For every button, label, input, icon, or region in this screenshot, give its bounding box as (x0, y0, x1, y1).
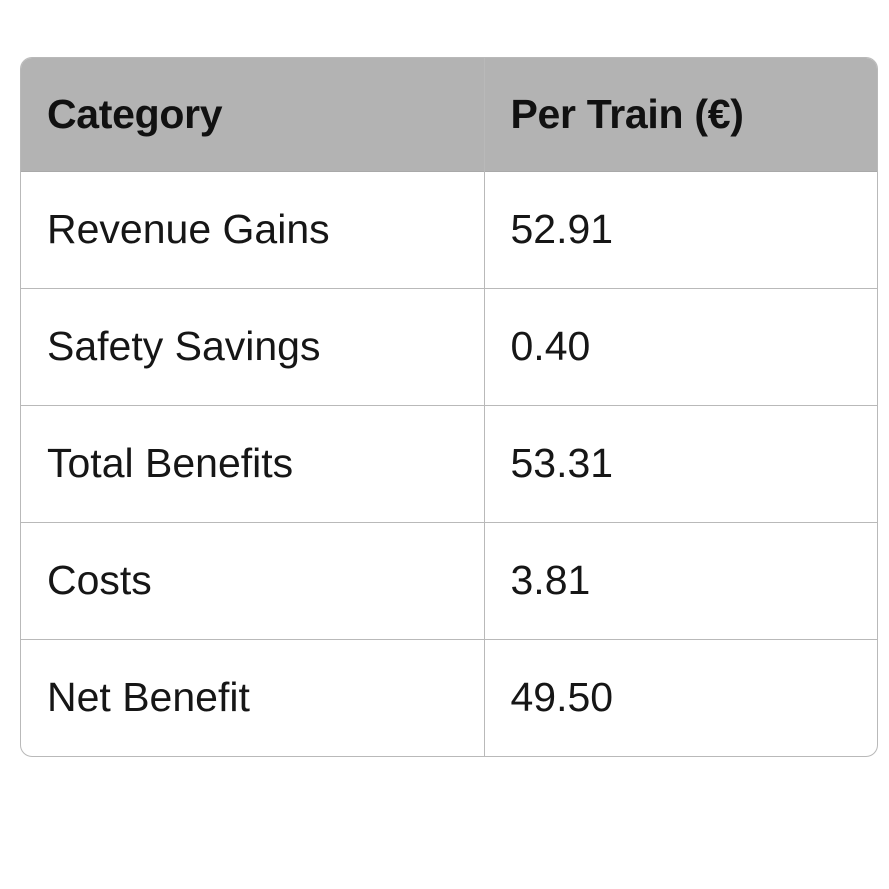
row-category-cell: Net Benefit (21, 638, 484, 756)
cost-benefit-table-container: Category Per Train (€) Revenue Gains 52.… (20, 57, 878, 757)
row-value-cell: 52.91 (483, 170, 877, 288)
row-category-cell: Total Benefits (21, 404, 484, 522)
header-category: Category (21, 58, 484, 171)
row-category-cell: Safety Savings (21, 287, 484, 405)
row-value-cell: 0.40 (483, 287, 877, 405)
table-row: Costs 3.81 (21, 521, 877, 639)
row-category-cell: Revenue Gains (21, 170, 484, 288)
header-per-train: Per Train (€) (483, 58, 877, 171)
table-header: Category Per Train (€) (21, 58, 877, 171)
table-body: Revenue Gains 52.91 Safety Savings 0.40 … (21, 170, 877, 756)
table-row: Total Benefits 53.31 (21, 404, 877, 522)
row-value-cell: 53.31 (483, 404, 877, 522)
table-row: Safety Savings 0.40 (21, 287, 877, 405)
row-value-cell: 3.81 (483, 521, 877, 639)
table-header-row: Category Per Train (€) (21, 58, 877, 171)
cost-benefit-table: Category Per Train (€) Revenue Gains 52.… (21, 58, 877, 756)
table-row: Net Benefit 49.50 (21, 638, 877, 756)
table-row: Revenue Gains 52.91 (21, 170, 877, 288)
row-value-cell: 49.50 (483, 638, 877, 756)
row-category-cell: Costs (21, 521, 484, 639)
